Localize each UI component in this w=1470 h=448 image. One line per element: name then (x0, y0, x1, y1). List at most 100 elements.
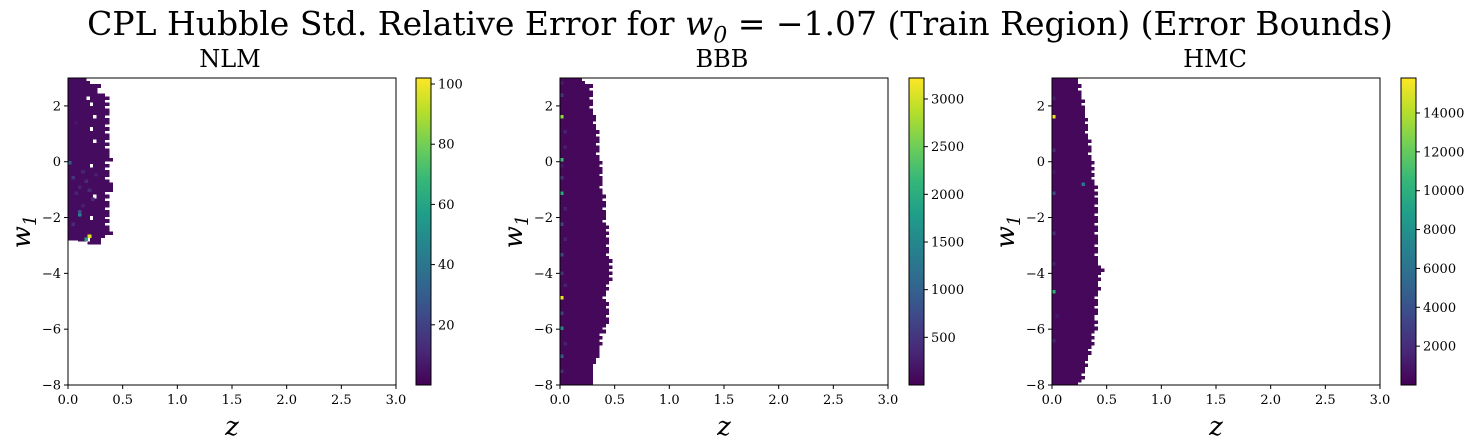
heatmap-row (1052, 372, 1082, 377)
colorbar-tick-label: 60 (438, 198, 455, 213)
y-tick-label: −2 (1026, 211, 1045, 226)
heatmap-cell (1052, 231, 1056, 235)
heatmap-row (560, 194, 606, 199)
heatmap-row (68, 124, 106, 128)
heatmap-cell (560, 271, 564, 275)
heatmap-row (68, 133, 110, 137)
heatmap-row (1052, 96, 1082, 101)
heatmap-row (1052, 274, 1098, 279)
heatmap-row (560, 163, 600, 168)
heatmap-row (68, 200, 110, 205)
heatmap-row (1052, 105, 1085, 110)
axes-frame (1051, 77, 1381, 386)
heatmap-cell (560, 311, 564, 315)
heatmap-row (68, 191, 106, 196)
heatmap-row (1052, 302, 1098, 306)
heatmap-row (68, 90, 98, 94)
heatmap-row (560, 114, 597, 119)
y-tick-label: 2 (545, 99, 553, 114)
heatmap-cell (560, 157, 564, 162)
heatmap-row (560, 185, 600, 190)
heatmap-row (560, 133, 597, 137)
heatmap-row (1052, 332, 1092, 337)
heatmap-cell (87, 234, 92, 239)
x-tick-label: 1.5 (714, 393, 735, 408)
heatmap-row (1052, 317, 1095, 322)
heatmap-row (68, 117, 110, 122)
x-tick-label: 1.0 (659, 393, 680, 408)
heatmap-row (1052, 256, 1098, 260)
y-tick-label: 0 (1037, 155, 1045, 170)
heatmap-row (560, 127, 597, 131)
heatmap-row (560, 317, 610, 322)
heatmap-cell (87, 188, 92, 192)
heatmap-cell (71, 176, 75, 180)
heatmap-row (68, 93, 106, 98)
panel-title-bbb: BBB (695, 45, 749, 73)
heatmap-row (1052, 219, 1098, 223)
heatmap-cell (90, 197, 95, 202)
heatmap-row (560, 111, 593, 116)
heatmap-row (1052, 249, 1098, 254)
heatmap-row (1052, 124, 1089, 128)
heatmap-blank-cell (86, 237, 90, 242)
heatmap-row (68, 84, 101, 88)
heatmap-cell (563, 130, 567, 134)
heatmap-row (560, 225, 610, 230)
panel-nlm: 0.0 0.5 1.0 1.5 2.0 2.5 3.0 −8 −6 −4 −2 0 2 z w1 20 40 60… (7, 77, 463, 442)
heatmap-row (1052, 338, 1092, 343)
colorbar-tick-label: 3000 (931, 92, 964, 107)
heatmap-row (1052, 357, 1089, 362)
heatmap-row (560, 173, 600, 177)
heatmap-row (68, 102, 110, 107)
heatmap-row (68, 176, 106, 180)
heatmap-row (1052, 216, 1098, 220)
y-axis-label-sub: 1 (20, 215, 41, 226)
y-tick-label: −2 (42, 211, 61, 226)
heatmap-row (560, 219, 603, 223)
heatmap-row (68, 136, 110, 140)
heatmap-cell (560, 163, 564, 168)
heatmap-cell (560, 295, 564, 300)
heatmap-row (560, 228, 606, 233)
heatmap-row (1052, 151, 1089, 156)
heatmap-row (560, 182, 603, 187)
heatmap-row (68, 197, 106, 202)
heatmap-row (68, 139, 106, 144)
heatmap-row (560, 90, 593, 94)
heatmap-row (1052, 127, 1089, 131)
heatmap-row (560, 252, 606, 257)
heatmap-blank-cell (89, 127, 94, 131)
heatmap-row (560, 292, 606, 297)
heatmap-row (68, 111, 110, 116)
heatmap-cell (1081, 182, 1086, 186)
x-axis-label: z (716, 412, 731, 442)
heatmap-row (560, 372, 593, 377)
heatmap-row (560, 148, 600, 153)
x-tick-label: 3.0 (878, 393, 899, 408)
heatmap-row (560, 188, 603, 193)
heatmap-row (560, 84, 593, 88)
x-tick-label: 1.5 (222, 393, 243, 408)
heatmap-row (1052, 188, 1095, 193)
heatmap-row (560, 262, 610, 266)
heatmap-row (1052, 145, 1092, 150)
heatmap-row (560, 96, 590, 101)
heatmap-row (1052, 283, 1098, 288)
heatmap-blank-cell (89, 163, 94, 168)
heatmap-row (1052, 120, 1085, 125)
heatmap-row (560, 176, 603, 180)
heatmap-row (560, 108, 593, 113)
heatmap-cell (560, 252, 564, 257)
heatmap-cell (560, 176, 564, 180)
x-tick-label: 2.5 (823, 393, 844, 408)
heatmap-row (560, 206, 603, 211)
heatmap-row (1052, 259, 1098, 263)
heatmap-row (560, 295, 603, 300)
panel-title-nlm: NLM (199, 45, 261, 73)
x-tick-label: 0.0 (58, 393, 79, 408)
heatmap-row (68, 222, 106, 226)
heatmap-cell (77, 210, 82, 214)
colorbar-tick-label: 1000 (931, 283, 964, 298)
